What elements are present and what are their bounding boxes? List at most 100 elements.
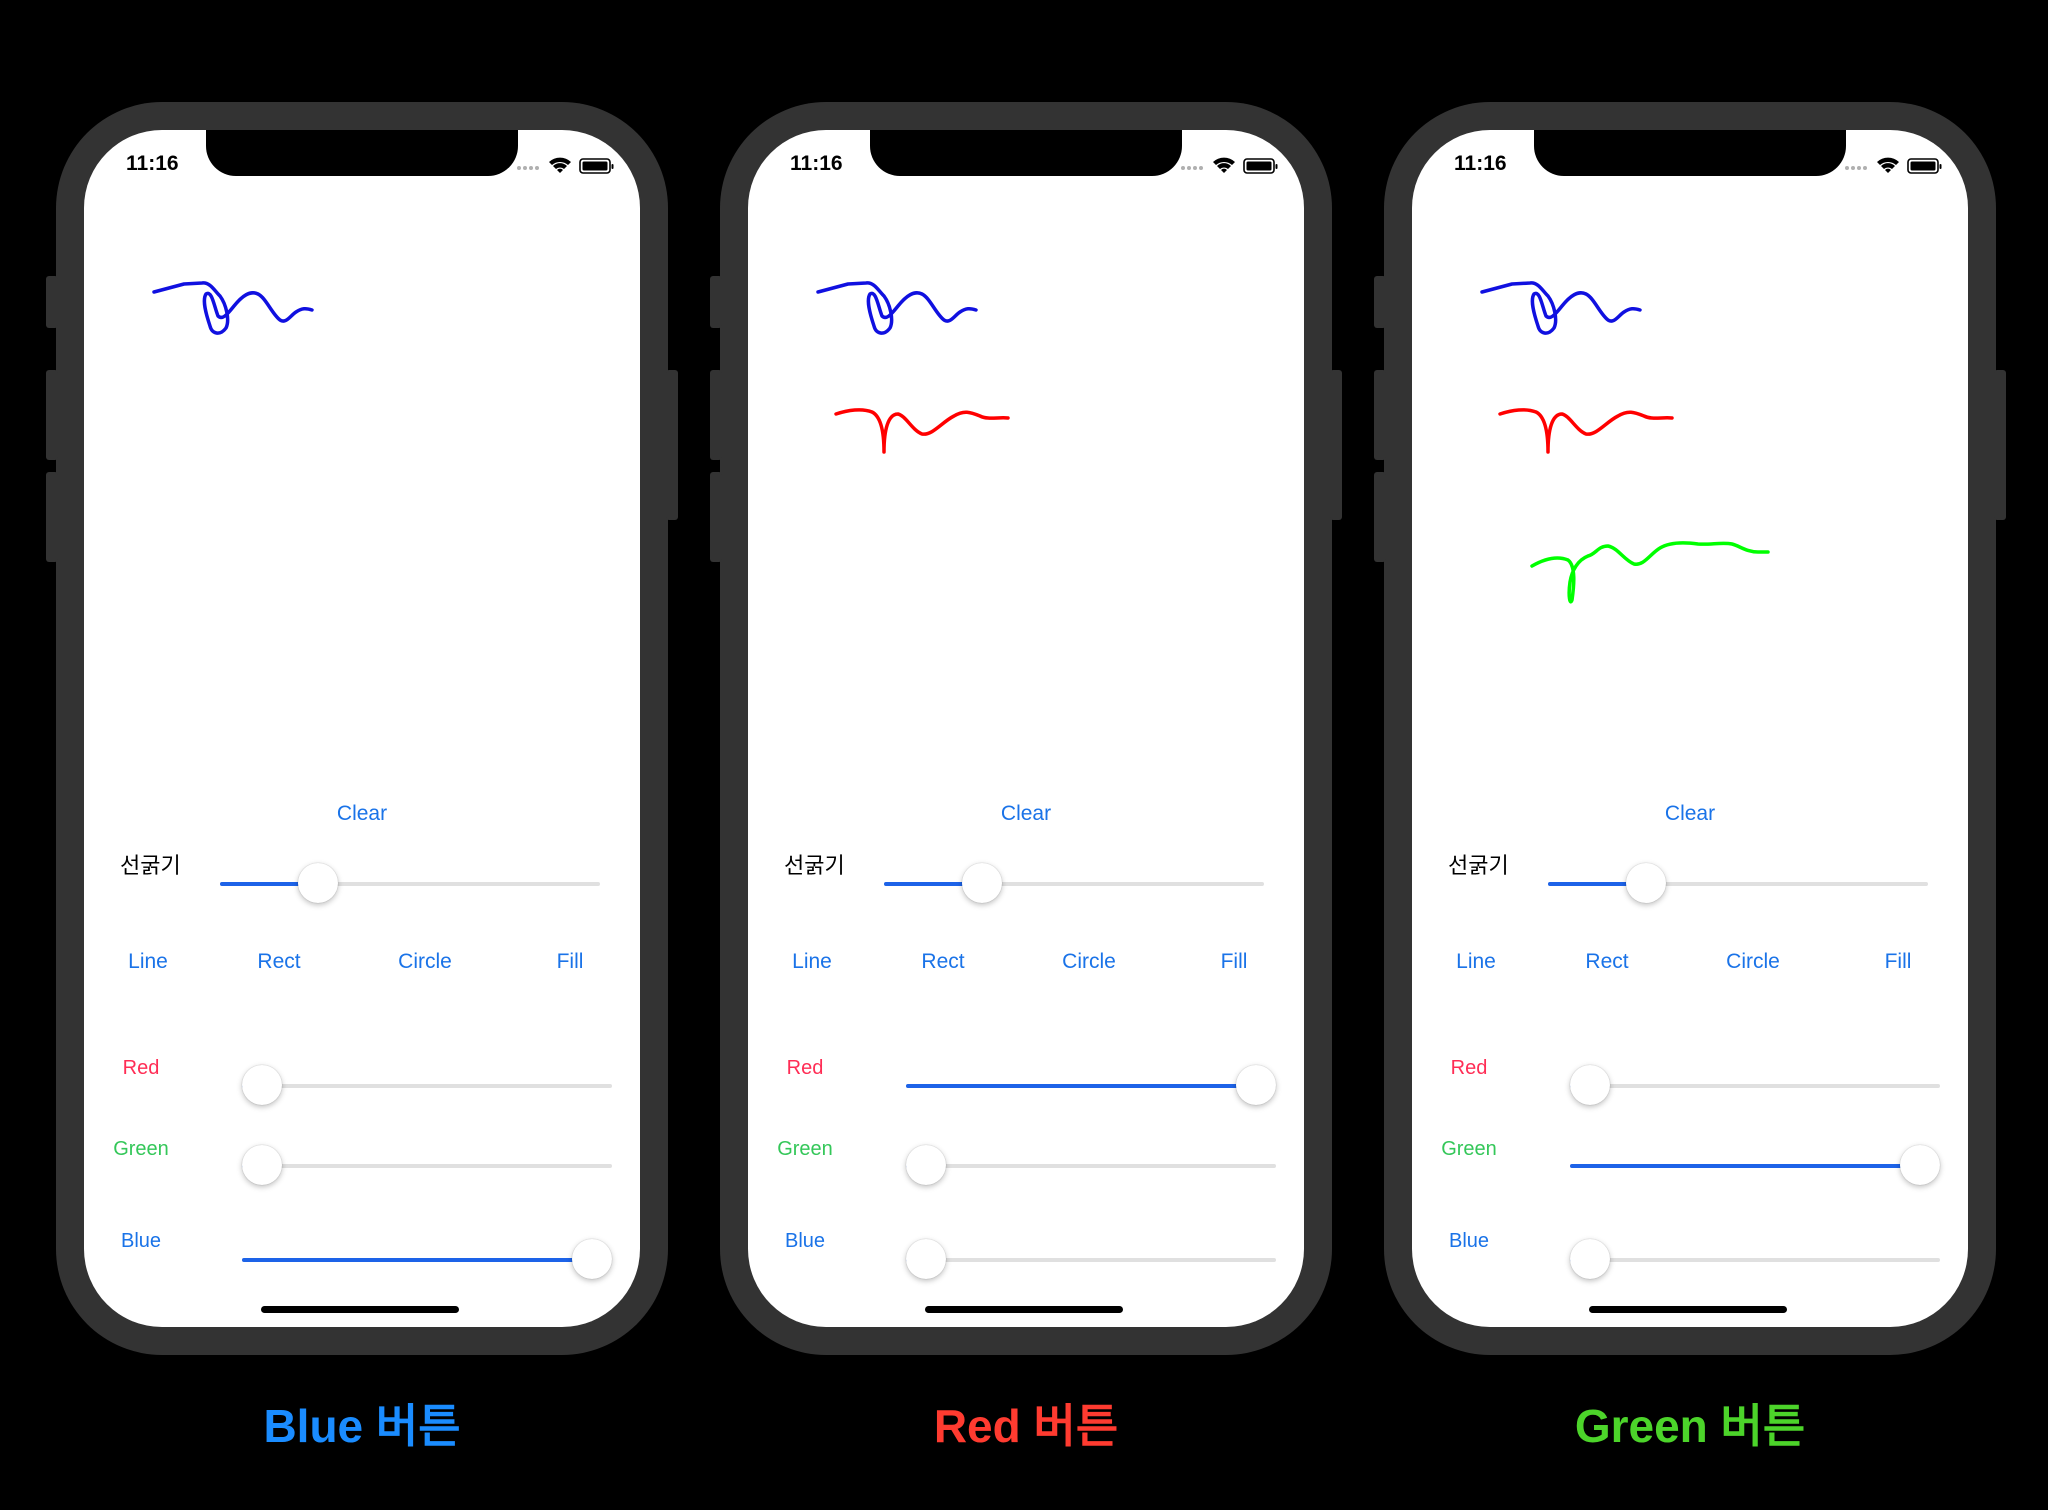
drawing-canvas[interactable] <box>1412 130 1968 750</box>
slider-thumb[interactable] <box>572 1239 612 1279</box>
rect-tool-button[interactable]: Rect <box>1585 950 1629 973</box>
volume-up-button <box>46 370 58 460</box>
blue-slider[interactable] <box>242 1239 612 1279</box>
wifi-icon <box>1213 157 1235 173</box>
phone-screen: 11:16 Clear 선굵기 Line <box>1412 130 1968 1327</box>
slider-thumb[interactable] <box>962 863 1003 903</box>
phone-green: 11:16 Clear 선굵기 Line <box>1374 102 2006 1355</box>
signal-icon <box>1845 166 1867 170</box>
rect-tool-button[interactable]: Rect <box>257 950 301 973</box>
battery-icon <box>579 158 614 174</box>
slider-thumb[interactable] <box>242 1145 282 1185</box>
battery-icon <box>1243 158 1278 174</box>
drawing-canvas[interactable] <box>84 130 640 750</box>
power-button <box>666 370 678 520</box>
line-tool-button[interactable]: Line <box>128 950 168 973</box>
red-label: Red <box>122 1057 160 1079</box>
home-indicator <box>1589 1306 1787 1313</box>
phone-blue: 11:16 Clear 선굵기 Line Rect Circl <box>46 102 678 1355</box>
slider-thumb[interactable] <box>1626 863 1667 903</box>
slider-thumb[interactable] <box>1900 1145 1940 1185</box>
green-label: Green <box>113 1138 169 1160</box>
green-slider[interactable] <box>906 1145 1276 1185</box>
clear-button[interactable]: Clear <box>1664 802 1716 825</box>
power-button <box>1330 370 1342 520</box>
volume-down-button <box>710 472 722 562</box>
stroke-width-slider[interactable] <box>1548 863 1928 903</box>
fill-tool-button[interactable]: Fill <box>556 950 584 973</box>
signal-icon <box>1181 166 1203 170</box>
blue-slider[interactable] <box>906 1239 1276 1279</box>
blue-label: Blue <box>784 1230 826 1252</box>
status-time: 11:16 <box>790 152 843 175</box>
green-slider[interactable] <box>1570 1145 1940 1185</box>
slider-thumb[interactable] <box>906 1239 946 1279</box>
phone-red: 11:16 Clear 선굵기 Line Rect <box>710 102 1342 1355</box>
blue-slider[interactable] <box>1570 1239 1940 1279</box>
stroke-width-label: 선굵기 <box>784 853 845 878</box>
line-tool-button[interactable]: Line <box>792 950 832 973</box>
stroke-green <box>1530 541 1770 604</box>
slider-thumb[interactable] <box>298 863 339 903</box>
green-label: Green <box>777 1138 833 1160</box>
volume-down-button <box>1374 472 1386 562</box>
caption-red: Red 버튼 <box>933 1400 1119 1452</box>
stroke-width-slider[interactable] <box>884 863 1264 903</box>
circle-tool-button[interactable]: Circle <box>1062 950 1116 973</box>
slider-thumb[interactable] <box>1236 1065 1276 1105</box>
power-button <box>1994 370 2006 520</box>
red-slider[interactable] <box>242 1065 612 1105</box>
status-icons <box>1181 157 1278 174</box>
blue-label: Blue <box>120 1230 162 1252</box>
slider-thumb[interactable] <box>906 1145 946 1185</box>
red-label: Red <box>786 1057 824 1079</box>
slider-thumb[interactable] <box>1570 1065 1610 1105</box>
drawing-canvas[interactable] <box>748 130 1304 750</box>
red-label: Red <box>1450 1057 1488 1079</box>
fill-tool-button[interactable]: Fill <box>1884 950 1912 973</box>
volume-up-button <box>710 370 722 460</box>
green-slider[interactable] <box>242 1145 612 1185</box>
slider-thumb[interactable] <box>1570 1239 1610 1279</box>
phone-screen: 11:16 Clear 선굵기 Line Rect <box>748 130 1304 1327</box>
circle-tool-button[interactable]: Circle <box>398 950 452 973</box>
line-tool-button[interactable]: Line <box>1456 950 1496 973</box>
wifi-icon <box>549 157 571 173</box>
circle-tool-button[interactable]: Circle <box>1726 950 1780 973</box>
clear-button[interactable]: Clear <box>1000 802 1052 825</box>
stroke-width-slider[interactable] <box>220 863 600 903</box>
status-icons <box>517 157 614 174</box>
phone-screen: 11:16 Clear 선굵기 Line Rect Circl <box>84 130 640 1327</box>
stroke-blue <box>816 281 978 335</box>
stroke-red <box>834 408 1010 454</box>
wifi-icon <box>1877 157 1899 173</box>
stroke-width-label: 선굵기 <box>120 853 181 878</box>
home-indicator <box>261 1306 459 1313</box>
battery-icon <box>1907 158 1942 174</box>
stroke-blue <box>1480 281 1642 335</box>
status-time: 11:16 <box>1454 152 1507 175</box>
status-time: 11:16 <box>126 152 179 175</box>
silent-switch <box>710 276 722 328</box>
notch <box>1534 130 1846 176</box>
fill-tool-button[interactable]: Fill <box>1220 950 1248 973</box>
stroke-width-label: 선굵기 <box>1448 853 1509 878</box>
silent-switch <box>46 276 58 328</box>
volume-up-button <box>1374 370 1386 460</box>
notch <box>870 130 1182 176</box>
slider-thumb[interactable] <box>242 1065 282 1105</box>
blue-label: Blue <box>1448 1230 1490 1252</box>
red-slider[interactable] <box>906 1065 1276 1105</box>
stroke-blue <box>152 281 314 335</box>
green-label: Green <box>1441 1138 1497 1160</box>
red-slider[interactable] <box>1570 1065 1940 1105</box>
home-indicator <box>925 1306 1123 1313</box>
caption-blue: Blue 버튼 <box>263 1400 461 1452</box>
stroke-red <box>1498 408 1674 454</box>
notch <box>206 130 518 176</box>
rect-tool-button[interactable]: Rect <box>921 950 965 973</box>
caption-green: Green 버튼 <box>1574 1400 1806 1452</box>
clear-button[interactable]: Clear <box>336 802 388 825</box>
silent-switch <box>1374 276 1386 328</box>
volume-down-button <box>46 472 58 562</box>
